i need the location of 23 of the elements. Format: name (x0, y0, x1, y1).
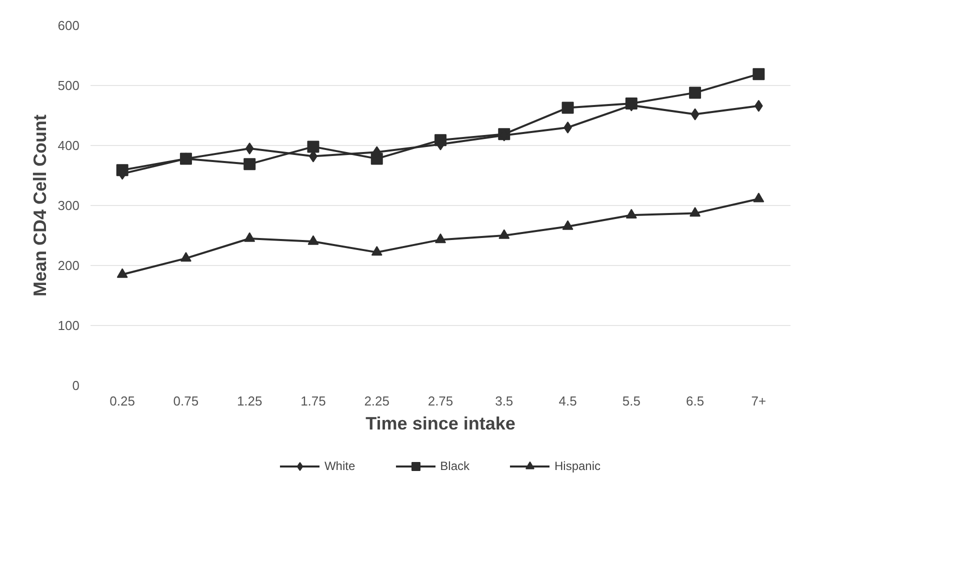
x-axis-title: Time since intake (366, 414, 516, 434)
x-tick-label: 5.5 (622, 394, 640, 408)
x-tick-label: 0.75 (173, 394, 199, 408)
legend-label: Black (440, 459, 470, 473)
y-tick-label: 400 (58, 138, 80, 153)
x-tick-label: 2.25 (364, 394, 390, 408)
y-tick-label: 0 (72, 378, 80, 393)
x-tick-label: 4.5 (558, 394, 577, 408)
x-tick-label: 3.5 (495, 394, 514, 408)
x-tick-label: 1.75 (300, 394, 326, 408)
y-tick-label: 300 (58, 198, 80, 213)
x-tick-label: 6.5 (686, 394, 704, 408)
y-tick-label: 100 (58, 318, 80, 333)
y-tick-label: 500 (58, 78, 80, 93)
x-tick-label: 0.25 (110, 394, 135, 408)
x-tick-label: 1.25 (236, 394, 262, 408)
legend-label: Hispanic (554, 459, 601, 473)
y-tick-label: 200 (58, 258, 80, 273)
legend-label: White (324, 459, 356, 473)
x-tick-label: 2.75 (428, 394, 454, 408)
x-tick-label: 7+ (751, 394, 766, 408)
y-tick-label: 600 (58, 18, 80, 33)
y-axis-title: Mean CD4 Cell Count (30, 114, 50, 297)
